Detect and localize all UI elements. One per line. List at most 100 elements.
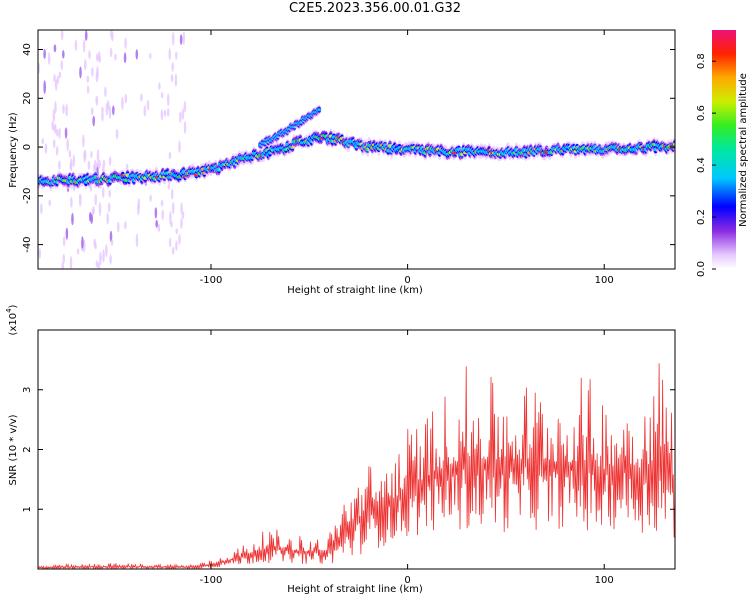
- noise-blob: [167, 183, 171, 190]
- colorbar-tick-label: 0.2: [696, 209, 707, 225]
- noise-blob: [175, 228, 179, 235]
- noise-blob: [43, 80, 46, 94]
- y-tick-label: 3: [22, 387, 33, 393]
- noise-blob: [171, 31, 175, 46]
- noise-blob: [181, 108, 185, 120]
- noise-blob: [53, 123, 57, 134]
- noise-blob: [79, 66, 82, 79]
- noise-blob: [82, 134, 85, 148]
- snr-multiplier: (x104): [5, 304, 19, 335]
- noise-blob: [107, 99, 110, 111]
- colorbar-tick-label: 0.0: [696, 261, 707, 277]
- noise-blob: [143, 105, 147, 117]
- noise-blob: [168, 237, 172, 248]
- noise-blob: [154, 207, 158, 219]
- noise-blob: [137, 203, 140, 216]
- noise-blob: [178, 111, 182, 124]
- colorbar-tick-label: 0.4: [696, 157, 707, 173]
- noise-blob: [74, 39, 78, 52]
- noise-blob: [94, 193, 98, 206]
- noise-blob: [140, 93, 143, 102]
- noise-blob: [178, 233, 181, 246]
- noise-blob: [109, 230, 113, 243]
- noise-blob: [92, 115, 95, 127]
- noise-blob: [96, 65, 99, 80]
- noise-blob: [38, 248, 42, 259]
- noise-blob: [70, 196, 73, 208]
- y-tick-label: -20: [22, 188, 33, 204]
- noise-blob: [38, 62, 41, 74]
- noise-blob: [175, 240, 178, 251]
- noise-blob: [124, 221, 127, 230]
- colorbar-tick-label: 0.6: [696, 105, 707, 121]
- noise-blob: [102, 249, 105, 263]
- noise-blob: [65, 227, 69, 240]
- branch-blob: [317, 108, 322, 112]
- spectrogram-axes: -100 0 100 -40 -20 0 20 40: [22, 30, 675, 286]
- snr-plot-area: [38, 363, 675, 569]
- noise-blob: [98, 202, 102, 217]
- noise-blob: [107, 202, 111, 213]
- noise-blob: [54, 100, 57, 114]
- noise-blob: [178, 140, 181, 153]
- noise-blob: [124, 37, 127, 49]
- noise-blob: [83, 59, 87, 71]
- noise-blob: [106, 212, 109, 225]
- noise-blob: [183, 100, 187, 113]
- noise-blob: [101, 110, 104, 122]
- noise-blob: [91, 208, 95, 216]
- noise-blob: [60, 60, 64, 71]
- noise-blob: [87, 160, 91, 171]
- colorbar-tick-label: 0.8: [696, 53, 707, 69]
- colorbar-gradient: [712, 30, 736, 269]
- noise-blob: [81, 236, 84, 249]
- noise-blob: [95, 95, 98, 102]
- noise-blob: [121, 96, 124, 111]
- noise-blob: [168, 151, 172, 160]
- noise-blob: [58, 71, 62, 79]
- noise-blob: [168, 48, 172, 61]
- noise-blob: [180, 217, 183, 229]
- noise-blob: [86, 85, 90, 94]
- noise-blob: [149, 194, 152, 202]
- noise-blob: [90, 150, 93, 159]
- noise-blob: [163, 109, 167, 117]
- colorbar: 0.0 0.2 0.4 0.6 0.8 Normalized spectral ampl…: [696, 30, 749, 277]
- noise-blob: [171, 201, 175, 215]
- spectrogram-y-label: Frequency (Hz): [8, 112, 19, 188]
- noise-blob: [62, 236, 66, 247]
- noise-blob: [82, 39, 86, 53]
- noise-blob: [90, 107, 94, 116]
- noise-blob: [171, 62, 174, 72]
- snr-y-label: SNR (10 * v/v): [8, 414, 19, 485]
- noise-blob: [90, 213, 94, 224]
- x-tick-label: 100: [595, 575, 614, 586]
- noise-blob: [53, 74, 56, 83]
- noise-blob: [157, 223, 161, 232]
- y-tick-label: -40: [22, 236, 33, 252]
- noise-blob: [93, 238, 97, 248]
- noise-blob: [58, 127, 61, 139]
- noise-blob: [135, 49, 139, 60]
- noise-blob: [170, 74, 174, 83]
- noise-blob: [171, 246, 175, 255]
- noise-blob: [101, 186, 105, 199]
- snr-multiplier-close: ): [8, 304, 19, 308]
- noise-blob: [44, 143, 48, 155]
- noise-blob: [69, 255, 73, 269]
- x-tick-label: 100: [595, 275, 614, 286]
- noise-blob: [98, 159, 101, 169]
- noise-blob: [161, 209, 165, 221]
- noise-blob: [115, 128, 119, 140]
- noise-blob: [48, 199, 51, 207]
- spectrogram-plot-area: [38, 30, 675, 269]
- noise-blob: [180, 202, 183, 215]
- noise-blob: [158, 82, 161, 90]
- noise-blob: [53, 44, 57, 53]
- noise-blob: [170, 188, 174, 200]
- noise-blob: [160, 91, 164, 99]
- snr-panel: -100 0 100 1 2 3 Height of straight line (km)…: [5, 304, 676, 595]
- noise-blob: [124, 93, 128, 104]
- snr-axes: -100 0 100 1 2 3: [22, 330, 675, 586]
